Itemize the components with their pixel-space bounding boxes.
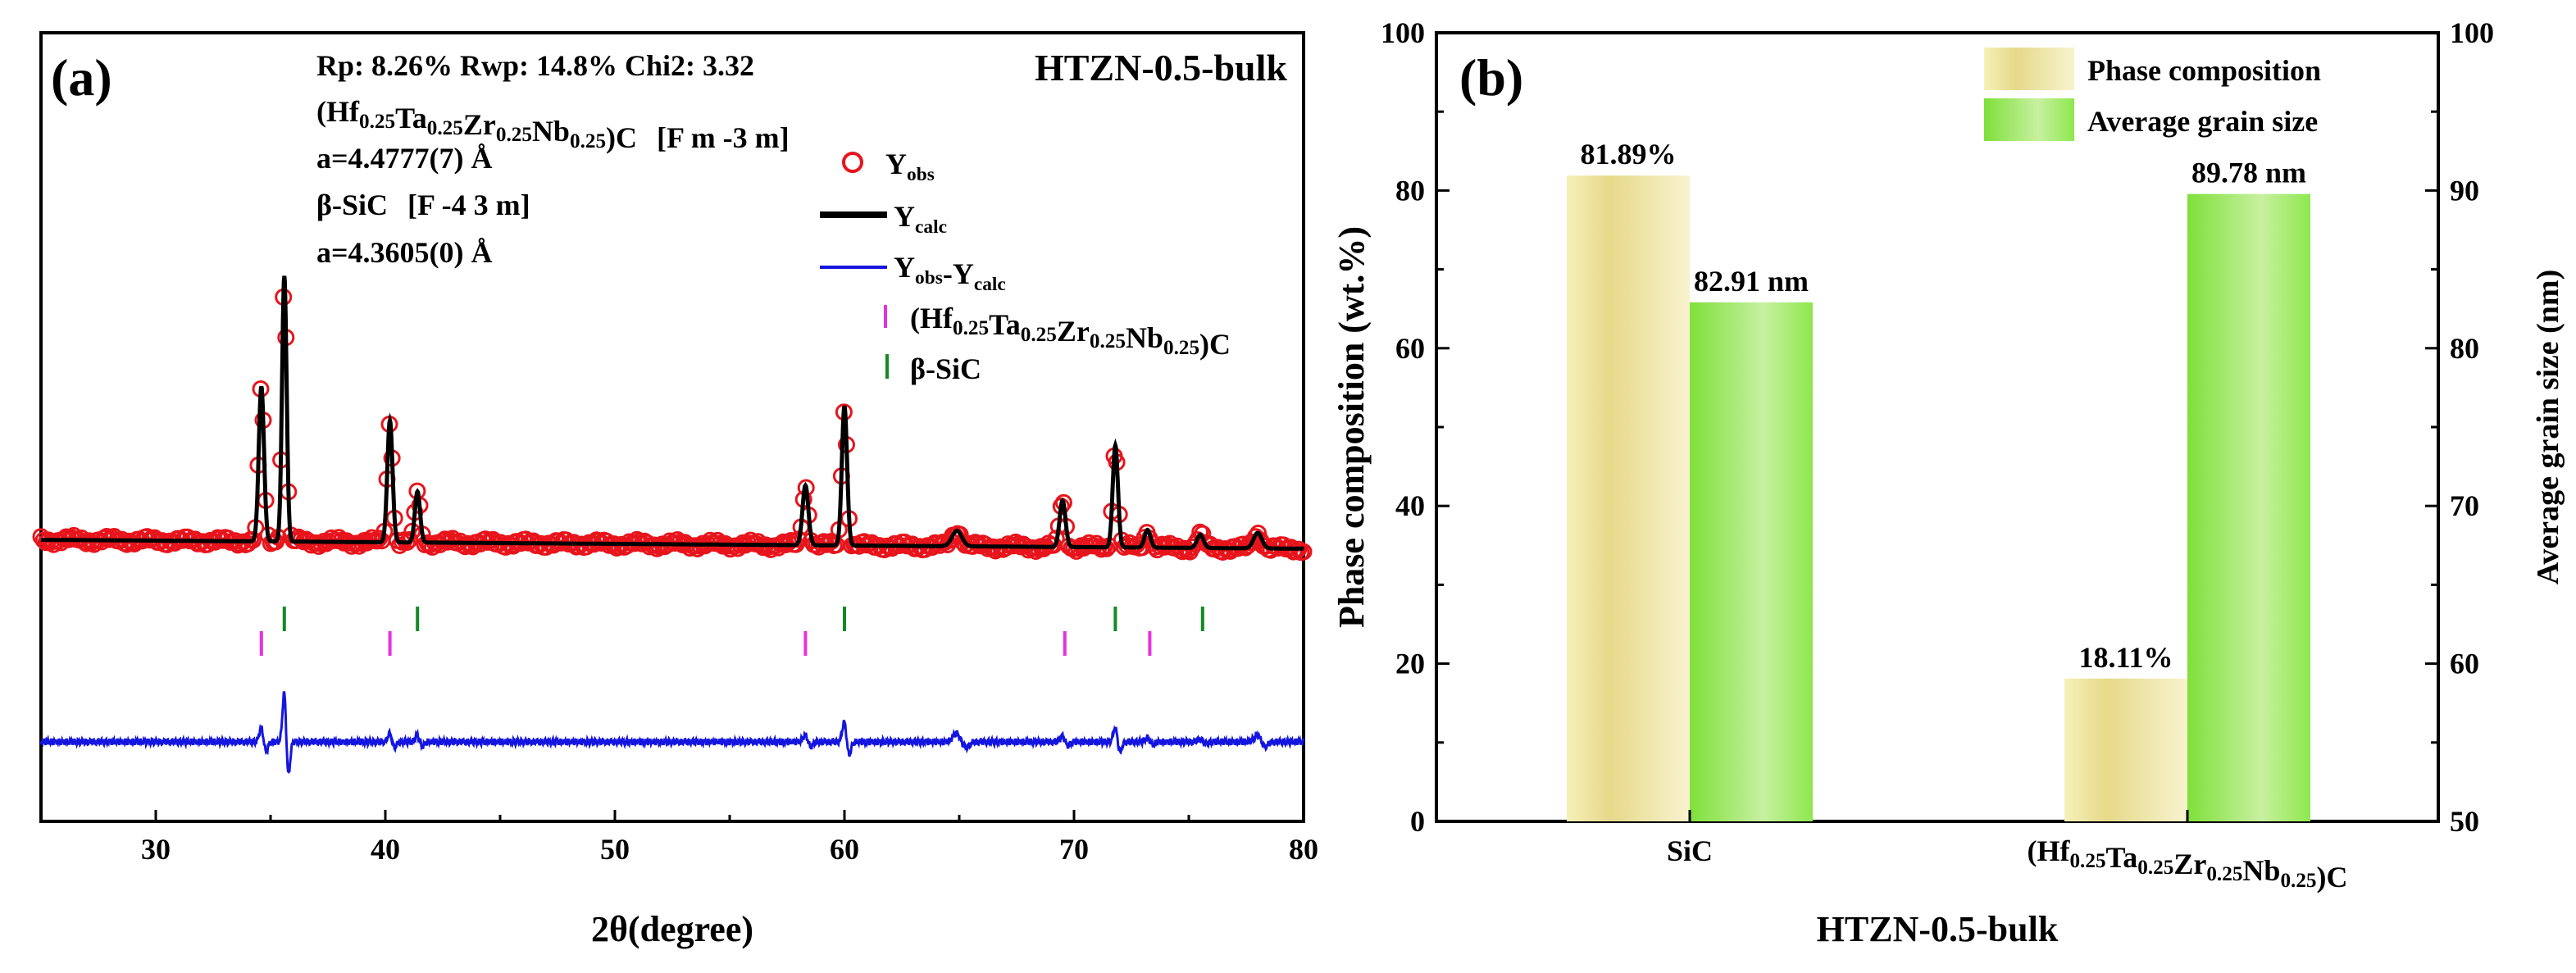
y-tick-label-left: 80 bbox=[1395, 174, 1425, 207]
observed-point bbox=[689, 540, 707, 557]
bars-layer: 81.89% 82.91 nm SiC 18.11% 89.78 nm (Hf0.25Ta… bbox=[1567, 138, 2348, 893]
y-axis-title-left: Phase composition (wt.%) bbox=[1331, 226, 1372, 628]
legend: Yobs Ycalc Yobs-Ycalc (Hf0.25Ta0.25Zr0.2… bbox=[820, 148, 1231, 385]
legend-label-sic: β-SiC bbox=[910, 352, 981, 385]
series-ycalc-line bbox=[40, 275, 1304, 551]
y-tick-label-left: 0 bbox=[1410, 805, 1425, 838]
bar-label-grain-size: 89.78 nm bbox=[2191, 157, 2306, 189]
y-tick-label-right: 100 bbox=[2450, 16, 2494, 49]
axis-ticks: 0 20 40 60 80 100 50 60 70 80 90 100 bbox=[1381, 16, 2494, 838]
observed-point bbox=[668, 531, 686, 548]
phase1-lattice: a=4.4777(7) Å bbox=[316, 142, 493, 175]
observed-point bbox=[310, 537, 328, 555]
legend-label-hec: (Hf0.25Ta0.25Zr0.25Nb0.25)C bbox=[910, 302, 1231, 361]
panel-label-a: (a) bbox=[51, 48, 112, 107]
y-tick-label-left: 40 bbox=[1395, 489, 1425, 522]
legend-swatch-grain-size bbox=[1984, 98, 2074, 141]
y-tick-label-right: 80 bbox=[2450, 332, 2479, 365]
y-tick-label-right: 70 bbox=[2450, 489, 2479, 522]
y-tick-label-left: 100 bbox=[1381, 16, 1425, 49]
x-axis-ticks: 30 40 50 60 70 80 bbox=[39, 810, 1318, 866]
phase-composition-panel: 81.89% 82.91 nm SiC 18.11% 89.78 nm (Hf0.25Ta… bbox=[1331, 16, 2565, 949]
observed-point bbox=[1007, 533, 1025, 551]
phase2-label: β-SiC [F -4 3 m] bbox=[316, 189, 530, 221]
y-tick-label-left: 20 bbox=[1395, 648, 1425, 680]
curve-layer bbox=[39, 275, 1305, 775]
x-tick-label: 30 bbox=[141, 833, 171, 866]
observed-point bbox=[708, 531, 726, 549]
bar-label-grain-size: 82.91 nm bbox=[1694, 265, 1809, 298]
x-tick-label: 80 bbox=[1289, 833, 1318, 866]
bar-phase-composition bbox=[1567, 175, 1690, 821]
observed-point bbox=[1027, 543, 1045, 560]
refinement-stats: Rp: 8.26% Rwp: 14.8% Chi2: 3.32 bbox=[316, 49, 754, 82]
y-tick-label-right: 60 bbox=[2450, 648, 2479, 680]
phase1-label: (Hf0.25Ta0.25Zr0.25Nb0.25)C [F m -3 m] bbox=[316, 95, 790, 154]
legend-label-diff: Yobs-Ycalc bbox=[894, 251, 1006, 295]
legend-label-yobs: Yobs bbox=[885, 148, 935, 185]
legend-label-grain-size: Average grain size bbox=[2087, 105, 2318, 138]
y-axis-title-right: Average grain size (nm) bbox=[2531, 270, 2565, 584]
legend-label-phase-composition: Phase composition bbox=[2087, 54, 2321, 87]
category-label: (Hf0.25Ta0.25Zr0.25Nb0.25)C bbox=[2027, 834, 2347, 893]
x-axis-title: HTZN-0.5-bulk bbox=[1817, 909, 2059, 949]
sample-label: HTZN-0.5-bulk bbox=[1035, 47, 1287, 89]
category-label: SiC bbox=[1667, 834, 1713, 867]
x-tick-label: 60 bbox=[830, 833, 859, 866]
bar-phase-composition bbox=[2064, 678, 2187, 821]
bar-grain-size bbox=[1690, 302, 1813, 821]
x-tick-label: 70 bbox=[1059, 833, 1089, 866]
x-tick-label: 40 bbox=[371, 833, 400, 866]
bar-label-phase-composition: 18.11% bbox=[2078, 641, 2173, 674]
observed-point bbox=[1067, 542, 1085, 560]
x-axis-title: 2θ(degree) bbox=[591, 909, 753, 949]
y-tick-label-left: 60 bbox=[1395, 332, 1425, 365]
phase2-lattice: a=4.3605(0) Å bbox=[316, 236, 493, 269]
observed-point bbox=[330, 529, 348, 547]
bar-grain-size bbox=[2187, 193, 2310, 821]
x-tick-label: 50 bbox=[600, 833, 630, 866]
y-tick-label-right: 50 bbox=[2450, 805, 2479, 838]
xrd-refinement-panel: 30 40 50 60 70 80 (a) HTZN-0.5-bulk Rp: 8.26%… bbox=[32, 31, 1318, 949]
series-difference-line bbox=[39, 691, 1305, 775]
bar-label-phase-composition: 81.89% bbox=[1581, 138, 1677, 171]
observed-point bbox=[1295, 543, 1313, 561]
reflection-ticks-layer bbox=[259, 607, 1204, 656]
legend-label-ycalc: Ycalc bbox=[894, 200, 947, 238]
y-tick-label-right: 90 bbox=[2450, 174, 2479, 207]
legend-swatch-phase-composition bbox=[1984, 48, 2074, 90]
legend-marker-yobs bbox=[842, 152, 863, 173]
observed-point bbox=[649, 539, 666, 557]
legend: Phase composition Average grain size bbox=[1984, 48, 2321, 141]
panel-label-b: (b) bbox=[1459, 48, 1523, 107]
plot-frame bbox=[39, 31, 1305, 823]
